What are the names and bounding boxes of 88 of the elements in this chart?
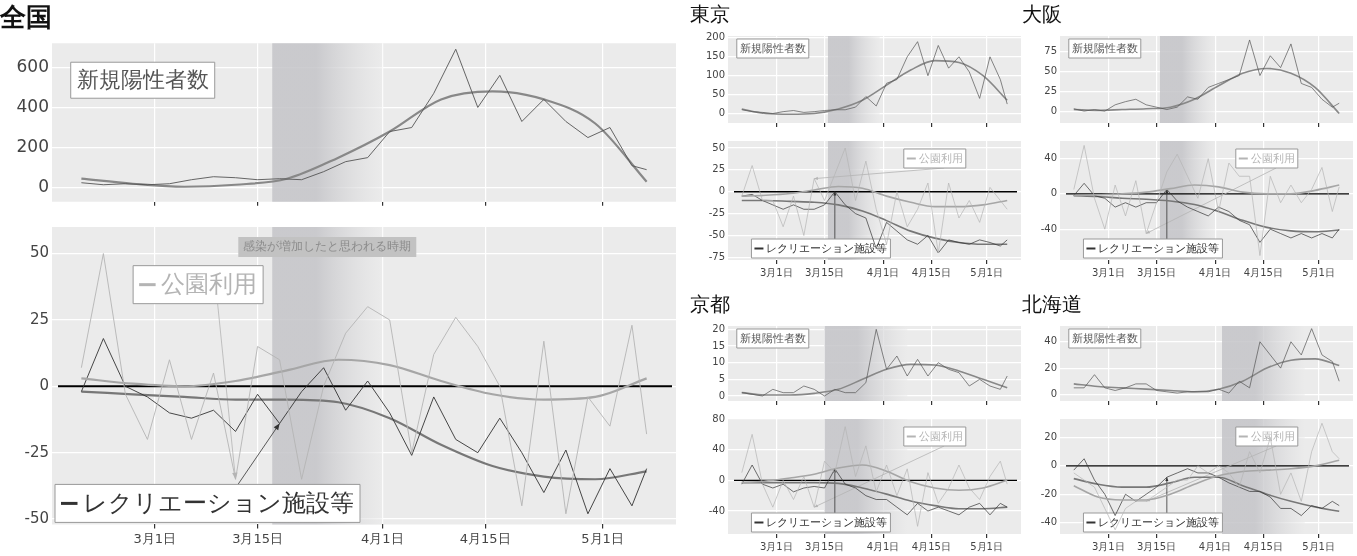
y-tick-label: 10 <box>712 356 725 368</box>
y-tick-label: 600 <box>16 55 49 76</box>
x-tick-label: 5月1日 <box>970 540 1003 552</box>
legend-label: 公園利用 <box>161 269 258 298</box>
y-tick-label: 80 <box>712 412 725 424</box>
x-tick-label: 4月1日 <box>1198 266 1232 278</box>
legend-label: レクリエーション施設等 <box>766 242 888 256</box>
x-tick-label: 4月15日 <box>911 540 951 552</box>
chart-title: 京都 <box>690 292 730 317</box>
y-tick-label: 40 <box>1044 152 1057 164</box>
x-tick-label: 4月1日 <box>1198 540 1232 552</box>
text: 新規陽性者数 <box>1071 332 1138 346</box>
y-tick-label: 15 <box>712 339 725 351</box>
y-tick-label: 5 <box>718 372 725 384</box>
y-tick-label: 50 <box>1044 65 1057 77</box>
y-tick-label: 20 <box>1044 431 1057 443</box>
y-tick-label: -50 <box>24 508 49 527</box>
y-tick-label: 25 <box>29 309 49 328</box>
y-tick-label: 25 <box>712 163 725 175</box>
y-tick-label: 0 <box>39 376 49 395</box>
x-tick-label: 4月15日 <box>1243 540 1283 552</box>
y-tick-label: -40 <box>1040 516 1057 528</box>
x-tick-label: 4月15日 <box>459 530 511 546</box>
y-tick-label: 200 <box>705 31 725 43</box>
legend-label: レクリエーション施設等 <box>1098 242 1220 256</box>
legend-label: 公園利用 <box>918 152 963 166</box>
y-tick-label: 0 <box>718 389 725 401</box>
x-tick-label: 5月1日 <box>970 266 1003 278</box>
y-tick-label: 0 <box>1050 187 1057 199</box>
x-tick-label: 3月1日 <box>759 540 793 552</box>
y-tick-label: -25 <box>24 442 49 461</box>
x-tick-label: 3月15日 <box>804 540 845 552</box>
x-tick-label: 3月1日 <box>1091 540 1125 552</box>
x-tick-label: 5月1日 <box>1302 540 1335 552</box>
y-tick-label: 20 <box>712 322 725 334</box>
y-tick-label: 0 <box>1050 459 1057 471</box>
x-tick-label: 4月1日 <box>866 540 900 552</box>
y-tick-label: 200 <box>16 136 49 157</box>
y-tick-label: -25 <box>708 207 725 219</box>
legend-label: 公園利用 <box>918 430 963 444</box>
chart-title: 北海道 <box>1022 292 1082 317</box>
text: 新規陽性者数 <box>739 332 806 346</box>
legend-label: 公園利用 <box>1250 152 1295 166</box>
y-tick-label: -20 <box>1040 487 1057 499</box>
x-tick-label: 4月15日 <box>911 266 951 278</box>
x-tick-label: 4月1日 <box>361 530 404 546</box>
y-tick-label: 40 <box>1044 335 1057 347</box>
x-tick-label: 3月1日 <box>133 530 177 546</box>
y-tick-label: 25 <box>1044 84 1057 96</box>
y-tick-label: 50 <box>712 141 725 153</box>
y-tick-label: 0 <box>1050 104 1057 116</box>
legend-label: レクリエーション施設等 <box>83 488 354 517</box>
x-tick-label: 3月15日 <box>1136 540 1177 552</box>
legend-label: 公園利用 <box>1250 430 1295 444</box>
text: 新規陽性者数 <box>1071 42 1138 56</box>
x-tick-label: 4月15日 <box>1243 266 1283 278</box>
y-tick-label: 0 <box>718 473 725 485</box>
x-tick-label: 4月1日 <box>866 266 900 278</box>
y-tick-label: 75 <box>1044 45 1057 57</box>
x-tick-label: 3月15日 <box>1136 266 1177 278</box>
y-tick-label: 100 <box>705 69 725 81</box>
y-tick-label: 50 <box>29 243 49 262</box>
x-tick-label: 3月1日 <box>759 266 793 278</box>
legend-label: レクリエーション施設等 <box>1098 516 1220 530</box>
y-tick-label: 0 <box>718 185 725 197</box>
chart-title: 全国 <box>0 2 52 33</box>
y-tick-label: 150 <box>705 50 725 62</box>
x-tick-label: 5月1日 <box>581 530 624 546</box>
y-tick-label: -75 <box>708 250 725 262</box>
y-tick-label: -50 <box>708 229 725 241</box>
y-tick-label: 0 <box>718 107 725 119</box>
y-tick-label: 20 <box>1044 361 1057 373</box>
y-tick-label: -40 <box>1040 222 1057 234</box>
x-tick-label: 3月15日 <box>232 530 283 546</box>
y-tick-label: 400 <box>16 95 49 116</box>
chart-title: 東京 <box>690 2 730 27</box>
x-tick-label: 5月1日 <box>1302 266 1335 278</box>
y-tick-label: 0 <box>1050 388 1057 400</box>
x-tick-label: 3月1日 <box>1091 266 1125 278</box>
y-tick-label: 40 <box>712 443 725 455</box>
y-tick-label: 0 <box>38 176 49 197</box>
y-tick-label: 50 <box>712 88 725 100</box>
text: 新規陽性者数 <box>76 66 209 92</box>
text: 新規陽性者数 <box>739 42 806 56</box>
chart-title: 大阪 <box>1022 2 1062 27</box>
y-tick-label: -40 <box>708 504 725 516</box>
legend-label: レクリエーション施設等 <box>766 516 888 530</box>
x-tick-label: 3月15日 <box>804 266 845 278</box>
